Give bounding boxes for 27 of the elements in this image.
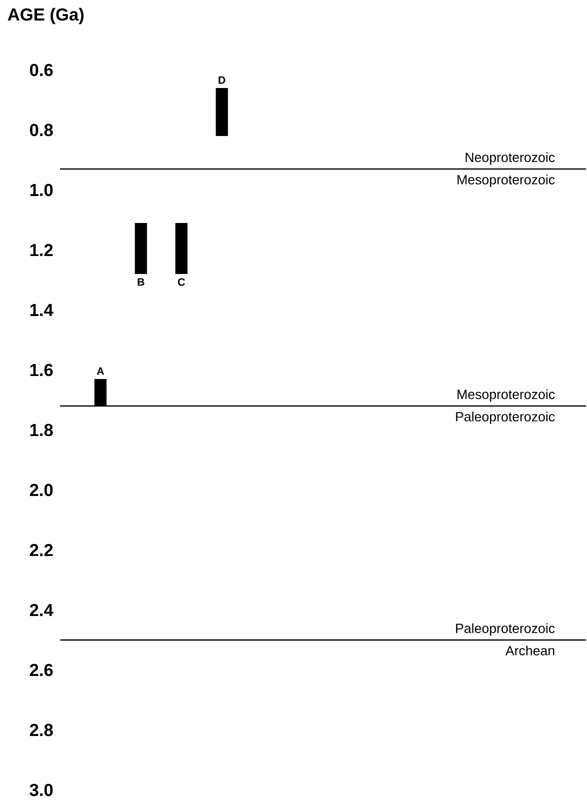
y-tick-label: 2.6 [30,664,53,676]
y-tick-label: 1.8 [30,424,54,436]
y-tick-label: 3.0 [30,784,53,796]
y-tick-label: 2.4 [30,604,54,616]
text: Archean [506,646,554,656]
y-axis-title: AGE (Ga) [8,8,84,24]
y-tick-label: 1.2 [30,244,53,256]
bar [216,88,228,136]
y-tick-label: 1.4 [30,304,54,316]
bar [135,222,148,274]
ref-line-label: Mesoproterozoic [458,389,555,402]
ref-line-label: Paleoproterozoic [456,623,555,636]
y-tick-label: 0.6 [30,64,53,76]
y-tick-label: 1.0 [30,184,53,196]
text: Mesoproterozoic [458,174,555,188]
y-tick-label: 2.8 [30,724,54,736]
bar [175,222,188,274]
ref-line-label: Neoproterozoic [466,152,555,165]
annotation: A [97,367,104,375]
y-tick-label: 0.8 [30,124,54,136]
y-tick-label: 2.2 [30,544,53,556]
y-tick-label: 2.0 [30,484,53,496]
annotation: D [218,76,226,84]
text: Paleoproterozoic [456,412,555,424]
annotation: B [138,278,144,286]
y-tick-label: 1.6 [30,364,53,376]
annotation: C [178,278,186,286]
